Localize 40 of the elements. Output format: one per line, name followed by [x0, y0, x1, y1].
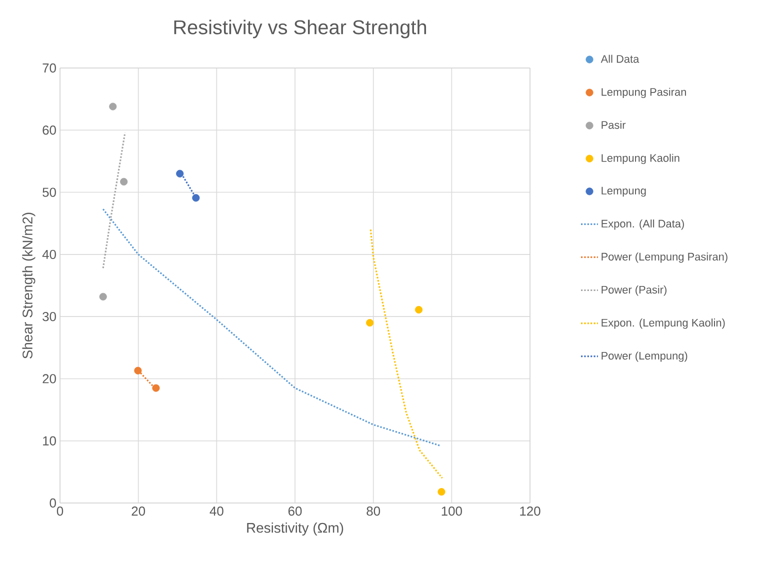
- legend-label: Lempung Kaolin: [602, 154, 680, 164]
- x-tick-label: 0: [56, 506, 64, 516]
- y-axis-title: Shear Strength (kN/m2): [22, 212, 36, 358]
- x-axis-title: Resistivity (Ωm): [247, 522, 344, 536]
- legend-label: Expon. (Lempung Kaolin): [602, 318, 725, 329]
- y-tick-label: 60: [42, 126, 56, 135]
- legend-label: Power (Lempung Pasiran): [602, 252, 728, 263]
- x-tick-label: 100: [442, 506, 462, 516]
- point: [414, 306, 423, 314]
- y-tick-label: 30: [42, 312, 56, 322]
- legend-label: Power (Lempung): [602, 352, 688, 362]
- point: [438, 488, 446, 496]
- y-tick-label: 0: [50, 498, 56, 508]
- point: [152, 384, 160, 392]
- point: [176, 170, 184, 178]
- legend-label: Expon. (All Data): [602, 219, 684, 230]
- x-tick-label: 80: [366, 506, 380, 516]
- x-tick-label: 120: [520, 506, 540, 516]
- legend-label: Lempung: [602, 186, 646, 197]
- point: [99, 292, 107, 300]
- y-tick-label: 40: [42, 250, 56, 260]
- y-tick-label: 20: [42, 374, 56, 384]
- legend-label: Lempung Pasiran: [602, 88, 686, 98]
- point: [192, 194, 200, 202]
- legend-label: All Data: [600, 54, 640, 63]
- line-series: [102, 208, 442, 447]
- line-series: [370, 228, 444, 479]
- y-tick-label: 50: [42, 188, 56, 197]
- y-tick-label: 10: [43, 436, 56, 446]
- legend-label: Pasir: [602, 120, 626, 129]
- point: [109, 102, 117, 110]
- x-tick-label: 60: [288, 506, 302, 516]
- chart-title: Resistivity vs Shear Strength: [174, 20, 426, 38]
- x-tick-label: 20: [132, 506, 146, 516]
- x-tick-label: 40: [210, 506, 224, 516]
- y-tick-label: 70: [42, 63, 56, 73]
- point: [120, 178, 128, 186]
- legend-label: Power (Pasir): [602, 286, 666, 296]
- point: [366, 319, 374, 327]
- point: [134, 366, 142, 374]
